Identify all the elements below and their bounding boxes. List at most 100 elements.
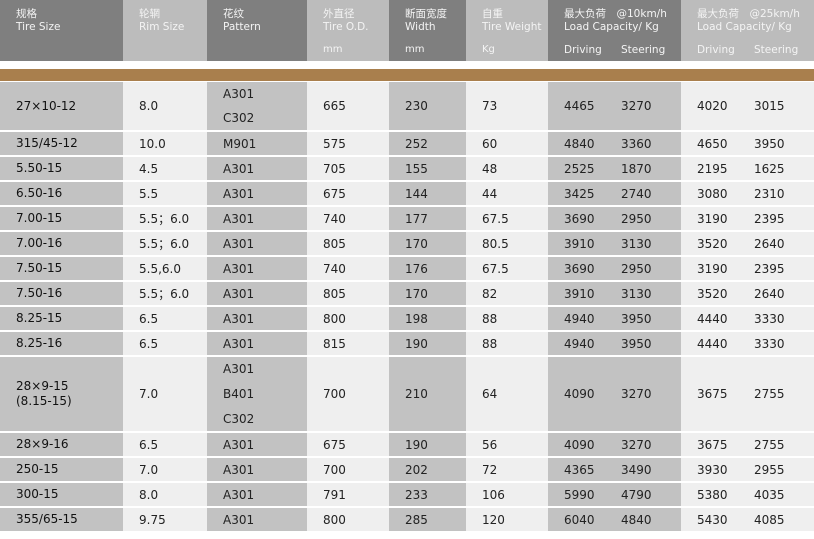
cell-tire-weight: 56	[466, 433, 548, 456]
cell-width: 170	[389, 232, 466, 255]
cell-rim-size: 8.0	[123, 82, 207, 130]
cell-value: 82	[482, 286, 498, 301]
steering-value: 2640	[754, 286, 785, 301]
driving-value: 3910	[564, 286, 595, 301]
cell-value: 5.5	[139, 186, 159, 201]
cell-value: 106	[482, 487, 505, 502]
table-row: 28×9-16 6.5 A301 675 190 56 4090 3270 3675 2755	[0, 433, 814, 458]
steering-value: 3360	[621, 136, 652, 151]
cell-value: 10.0	[139, 136, 166, 151]
steering-value: 2950	[621, 211, 652, 226]
cell-width: 177	[389, 207, 466, 230]
header-load-25kmh: 最大负荷 @25km/h Load Capacity/ Kg Driving Stee…	[681, 0, 814, 61]
driving-value: 3190	[697, 211, 728, 226]
steering-value: 1870	[621, 161, 652, 176]
cell-load-10kmh: 2525 1870	[548, 157, 681, 180]
table-row: 315/45-12 10.0 M901 575 252 60 4840 3360 4650 395…	[0, 132, 814, 157]
tire-size-line: 28×9-16	[16, 437, 69, 451]
driving-value: 4440	[697, 311, 728, 326]
pattern-code: C302	[223, 411, 255, 426]
header-label-en: Load Capacity/ Kg	[564, 21, 659, 33]
cell-width: 202	[389, 458, 466, 481]
tire-size-line: 27×10-12	[16, 98, 77, 113]
cell-pattern: A301	[207, 207, 307, 230]
cell-tire-weight: 88	[466, 332, 548, 355]
cell-rim-size: 6.5	[123, 332, 207, 355]
cell-value: 177	[405, 211, 428, 226]
pattern-code: A301	[223, 286, 255, 301]
table-header: 规格 Tire Size 轮辋 Rim Size 花纹 Pattern 外直径 Tire O.…	[0, 0, 814, 61]
cell-load-25kmh: 3930 2955	[681, 458, 814, 481]
cell-width: 190	[389, 433, 466, 456]
table-row: 300-15 8.0 A301 791 233 106 5990 4790 5380 4035	[0, 483, 814, 508]
cell-value: 7.0	[139, 387, 159, 401]
cell-value: 252	[405, 136, 428, 151]
cell-value: 56	[482, 437, 498, 452]
driving-value: 3690	[564, 211, 595, 226]
header-tire-od: 外直径 Tire O.D. mm	[307, 0, 389, 61]
cell-value: 48	[482, 161, 498, 176]
cell-value: 144	[405, 186, 428, 201]
cell-tire-weight: 60	[466, 132, 548, 155]
cell-value: 64	[482, 387, 498, 401]
cell-value: 60	[482, 136, 498, 151]
cell-tire-weight: 80.5	[466, 232, 548, 255]
cell-load-10kmh: 6040 4840	[548, 508, 681, 531]
cell-value: 675	[323, 186, 346, 201]
header-rim-size: 轮辋 Rim Size	[123, 0, 207, 61]
cell-tire-size: 27×10-12	[0, 82, 123, 130]
cell-load-10kmh: 3690 2950	[548, 207, 681, 230]
tire-size-line: 28×9-15	[16, 379, 69, 393]
driving-value: 5430	[697, 512, 728, 527]
header-unit: Kg	[482, 44, 495, 55]
cell-width: 176	[389, 257, 466, 280]
cell-load-10kmh: 4465 3270	[548, 82, 681, 130]
cell-value: 88	[482, 336, 498, 351]
steering-value: 3950	[621, 336, 652, 351]
header-label-zh: 规格	[16, 8, 37, 20]
cell-load-25kmh: 4440 3330	[681, 332, 814, 355]
cell-load-25kmh: 3675 2755	[681, 433, 814, 456]
cell-tire-od: 815	[307, 332, 389, 355]
cell-value: 5.5；6.0	[139, 287, 190, 301]
cell-load-25kmh: 3675 2755	[681, 357, 814, 431]
cell-value: 198	[405, 311, 428, 326]
pattern-code: M901	[223, 136, 257, 151]
cell-load-25kmh: 5430 4085	[681, 508, 814, 531]
tire-size-line: (8.15-15)	[16, 394, 72, 408]
cell-rim-size: 6.5	[123, 307, 207, 330]
driving-value: 4020	[697, 99, 728, 113]
cell-tire-weight: 64	[466, 357, 548, 431]
table-row: 27×10-12 8.0 A301 C302 665 230 73 4465 3270 4020 3…	[0, 82, 814, 132]
header-tire-size: 规格 Tire Size	[0, 0, 123, 61]
cell-tire-size: 315/45-12	[0, 132, 123, 155]
pattern-code: A301	[223, 487, 255, 502]
cell-tire-od: 700	[307, 357, 389, 431]
cell-rim-size: 5.5,6.0	[123, 257, 207, 280]
cell-width: 285	[389, 508, 466, 531]
header-label-en: Tire Size	[16, 21, 61, 33]
steering-value: 4790	[621, 487, 652, 502]
cell-load-10kmh: 4840 3360	[548, 132, 681, 155]
header-unit: mm	[405, 44, 425, 55]
cell-tire-size: 300-15	[0, 483, 123, 506]
cell-value: 6.5	[139, 311, 159, 326]
pattern-code: A301	[223, 362, 255, 377]
header-label-zh: 轮辋	[139, 8, 160, 20]
cell-load-10kmh: 3690 2950	[548, 257, 681, 280]
cell-width: 230	[389, 82, 466, 130]
tire-size-line: 5.50-15	[16, 161, 63, 175]
header-label-zh: 外直径	[323, 8, 355, 20]
cell-tire-weight: 67.5	[466, 257, 548, 280]
cell-tire-size: 5.50-15	[0, 157, 123, 180]
cell-value: 67.5	[482, 261, 509, 276]
cell-value: 5.5；6.0	[139, 212, 190, 226]
steering-value: 2755	[754, 387, 785, 401]
cell-pattern: A301	[207, 458, 307, 481]
cell-value: 705	[323, 161, 346, 176]
cell-tire-od: 805	[307, 282, 389, 305]
header-tire-weight: 自重 Tire Weight Kg	[466, 0, 548, 61]
cell-value: 190	[405, 336, 428, 351]
steering-value: 3330	[754, 336, 785, 351]
cell-load-25kmh: 2195 1625	[681, 157, 814, 180]
